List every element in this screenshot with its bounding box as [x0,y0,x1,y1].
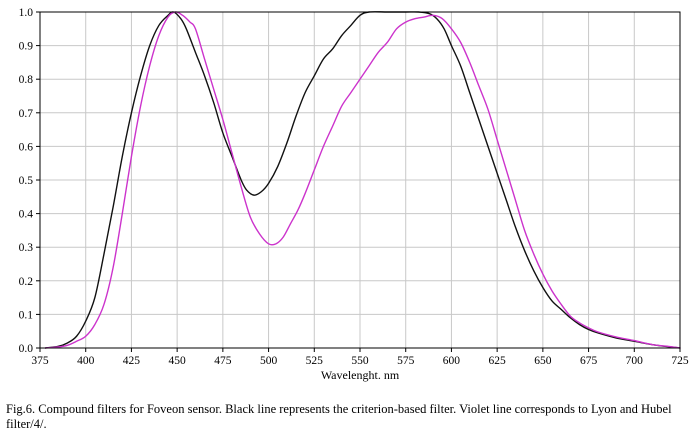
figure-caption: Fig.6. Compound filters for Foveon senso… [6,402,672,431]
y-tick-label: 0.7 [19,108,34,120]
x-tick-label: 650 [534,355,552,367]
x-tick-label: 700 [626,355,644,367]
x-tick-label: 575 [397,355,415,367]
x-tick-label: 475 [214,355,232,367]
x-tick-label: 675 [580,355,598,367]
black-series-line [44,11,681,349]
x-tick-label: 600 [443,355,461,367]
x-tick-label: 725 [671,355,689,367]
y-tick-label: 0.3 [19,242,34,254]
y-tick-label: 0.6 [19,141,34,153]
y-tick-label: 0.2 [19,276,34,288]
spectral-response-chart: 375 400 425 450 475 500 525 550 575 600 625 650 675 7… [19,7,689,382]
x-tick-label: 500 [260,355,278,367]
tick-layer: 375 400 425 450 475 500 525 550 575 600 625 650 675 7… [19,7,689,367]
y-tick-label: 1.0 [19,7,34,19]
x-axis-label: Wavelenght. nm [321,368,400,382]
x-tick-label: 400 [77,355,95,367]
x-tick-label: 450 [169,355,187,367]
x-tick-label: 625 [489,355,507,367]
series-layer [44,11,681,349]
x-tick-label: 525 [306,355,324,367]
y-tick-label: 0.0 [19,343,34,355]
y-tick-label: 0.8 [19,74,34,86]
violet-series-line [44,11,681,349]
x-tick-label: 425 [123,355,141,367]
y-tick-label: 0.9 [19,41,34,53]
y-tick-label: 0.5 [19,175,34,187]
grid-layer [39,11,681,349]
x-tick-label: 375 [31,355,49,367]
x-tick-label: 550 [351,355,369,367]
y-tick-label: 0.4 [19,209,34,221]
y-tick-label: 0.1 [19,309,34,321]
